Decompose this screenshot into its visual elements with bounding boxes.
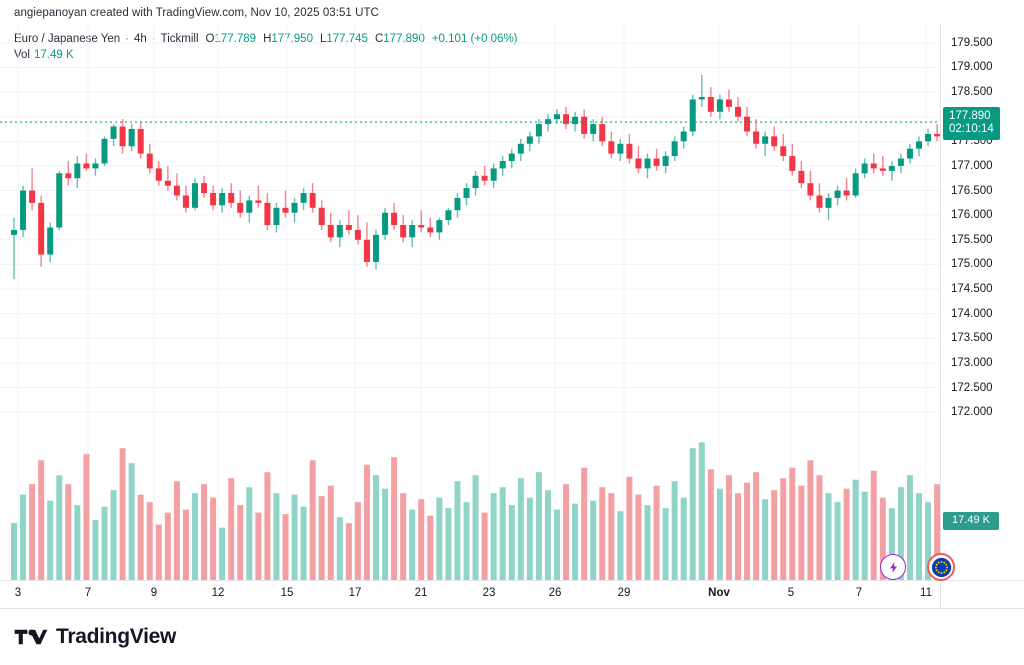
price-tick-label: 174.500 — [951, 283, 993, 296]
time-tick-label: 23 — [482, 587, 496, 599]
time-tick-label: 17 — [348, 587, 362, 599]
legend-change: +0.101 (+0.06%) — [431, 33, 518, 45]
price-tick-label: 173.000 — [951, 356, 993, 369]
price-tick-label: 177.000 — [951, 159, 993, 172]
price-axis[interactable]: 179.500179.000178.500178.000177.500177.0… — [940, 24, 1024, 580]
price-tick-label: 173.500 — [951, 332, 993, 345]
time-tick-label: 15 — [280, 587, 294, 599]
time-tick-label: 26 — [548, 587, 562, 599]
legend-interval[interactable]: 4h — [134, 33, 147, 45]
candlesticks — [11, 74, 940, 280]
current-price-badge[interactable]: 177.890 02:10:14 — [943, 107, 1000, 141]
legend-high-value: 177.950 — [271, 33, 313, 45]
eu-flag-glyph — [931, 557, 951, 577]
legend-low-value: 177.745 — [326, 33, 368, 45]
time-tick-label: Nov — [708, 587, 730, 599]
attribution-text: angiepanoyan created with TradingView.co… — [14, 7, 379, 19]
price-tick-label: 179.500 — [951, 36, 993, 49]
lightning-bolt-icon[interactable] — [880, 554, 906, 580]
price-tick-label: 179.000 — [951, 61, 993, 74]
price-tick-label: 176.000 — [951, 209, 993, 222]
price-tick-label: 176.500 — [951, 184, 993, 197]
legend-open-key: O — [205, 33, 215, 45]
time-tick-label: 21 — [414, 587, 428, 599]
legend-close-key: C — [374, 33, 384, 45]
legend-close-value: 177.890 — [383, 33, 425, 45]
legend-low-key: L — [319, 33, 327, 45]
eu-flag-icon[interactable] — [927, 553, 955, 581]
legend-exchange[interactable]: Tickmill — [160, 33, 199, 45]
bar-countdown: 02:10:14 — [949, 123, 994, 136]
time-tick-label: 7 — [84, 587, 92, 599]
price-tick-label: 175.000 — [951, 258, 993, 271]
legend-high-key: H — [263, 33, 272, 45]
time-tick-label: 12 — [211, 587, 225, 599]
current-price-value: 177.890 — [949, 110, 991, 123]
price-tick-label: 174.000 — [951, 307, 993, 320]
chart-legend: Euro / Japanese Yen·4h·TickmillO177.789H… — [14, 31, 518, 63]
tradingview-logo-icon — [14, 629, 48, 645]
volume-value-badge[interactable]: 17.49 K — [943, 512, 999, 531]
price-tick-label: 178.500 — [951, 86, 993, 99]
time-tick-label: 29 — [617, 587, 631, 599]
time-tick-label: 7 — [855, 587, 863, 599]
legend-open-value: 177.789 — [214, 33, 257, 45]
legend-sep-1: · — [125, 33, 129, 45]
tradingview-wordmark: TradingView — [56, 625, 177, 648]
tradingview-logo[interactable]: TradingView — [14, 625, 176, 649]
volume-bars — [11, 442, 940, 580]
time-tick-label: 5 — [787, 587, 795, 599]
legend-symbol[interactable]: Euro / Japanese Yen — [14, 33, 121, 45]
axis-corner — [940, 580, 1024, 608]
legend-volume-value: 17.49 K — [34, 49, 74, 61]
chart-canvas[interactable] — [0, 24, 940, 580]
chart-plot-area[interactable] — [0, 24, 940, 580]
time-axis[interactable]: 3 7 9 12 15 17 21 23 26 29 Nov 5 7 11 — [0, 580, 940, 608]
footer-bar: TradingView — [0, 608, 1024, 665]
price-tick-label: 172.000 — [951, 406, 993, 419]
time-tick-label: 11 — [920, 587, 932, 599]
grid-lines — [0, 24, 940, 580]
price-tick-label: 172.500 — [951, 381, 993, 394]
price-tick-label: 175.500 — [951, 233, 993, 246]
time-tick-label: 3 — [14, 587, 22, 599]
lightning-bolt-glyph — [889, 561, 897, 573]
legend-main-row: Euro / Japanese Yen·4h·TickmillO177.789H… — [14, 31, 518, 47]
time-tick-label: 9 — [150, 587, 158, 599]
